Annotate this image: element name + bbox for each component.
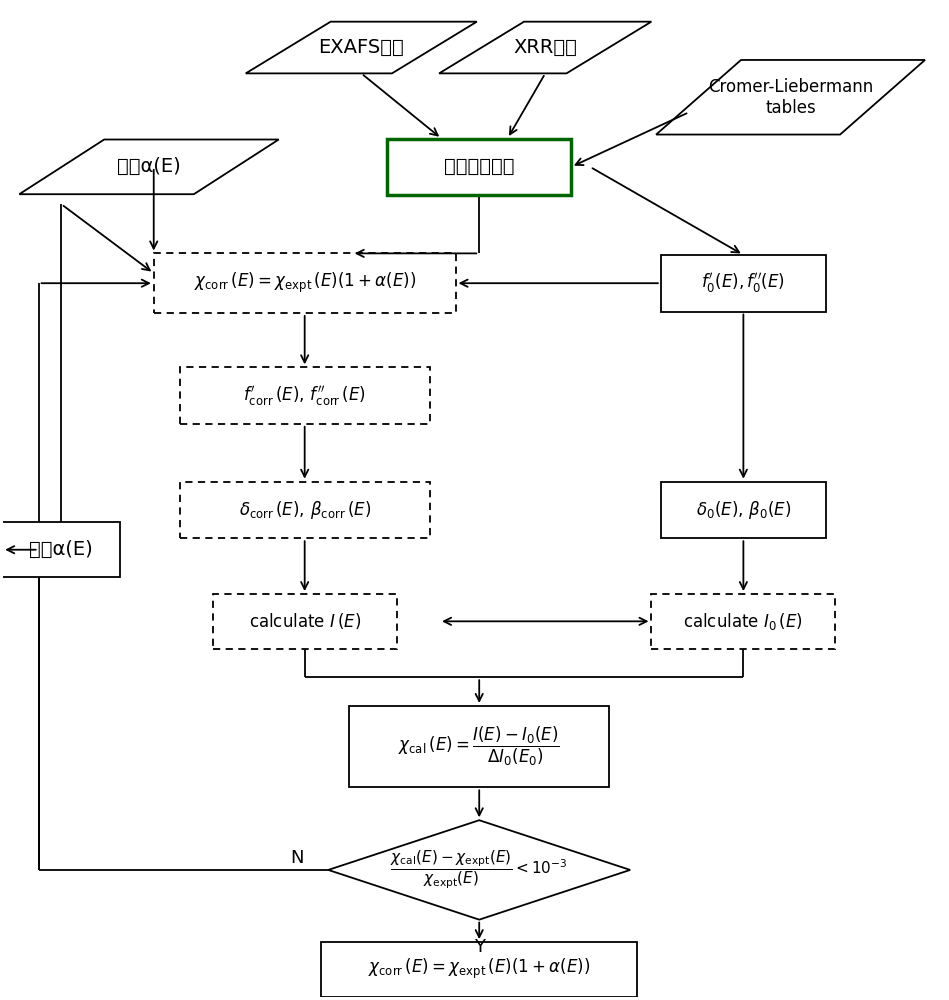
Text: $\chi_{\rm corr}\,(E)=\chi_{\rm expt}\,(E)(1+\alpha(E))$: $\chi_{\rm corr}\,(E)=\chi_{\rm expt}\,(… [368,957,590,981]
Text: Y: Y [474,938,485,956]
Text: calculate $I\,(E)$: calculate $I\,(E)$ [249,611,361,631]
Polygon shape [439,22,651,73]
FancyBboxPatch shape [661,482,826,538]
Text: XRR数据: XRR数据 [513,38,577,57]
FancyBboxPatch shape [179,367,430,424]
Text: $f_{\rm corr}^{\prime}\,(E),\,f_{\rm corr}^{\prime\prime}\,(E)$: $f_{\rm corr}^{\prime}\,(E),\,f_{\rm cor… [243,384,366,408]
Text: $\dfrac{\chi_{\rm cal}(E)-\chi_{\rm expt}(E)}{\chi_{\rm expt}(E)}<10^{-3}$: $\dfrac{\chi_{\rm cal}(E)-\chi_{\rm expt… [390,849,568,891]
Text: Cromer-Liebermann
tables: Cromer-Liebermann tables [708,78,873,117]
Text: EXAFS数据: EXAFS数据 [319,38,404,57]
Text: $\chi_{\rm cal}\,(E)=\dfrac{I(E)-I_0(E)}{\Delta I_0(E_0)}$: $\chi_{\rm cal}\,(E)=\dfrac{I(E)-I_0(E)}… [399,725,560,768]
Text: $\delta_0(E),\,\beta_0(E)$: $\delta_0(E),\,\beta_0(E)$ [696,499,791,521]
Text: $\delta_{\rm corr}\,(E),\,\beta_{\rm corr}\,(E)$: $\delta_{\rm corr}\,(E),\,\beta_{\rm cor… [238,499,371,521]
FancyBboxPatch shape [213,594,397,649]
Text: $f_0^{\prime}(E),f_0^{\prime\prime}(E)$: $f_0^{\prime}(E),f_0^{\prime\prime}(E)$ [701,271,786,295]
Text: N: N [290,849,304,867]
FancyBboxPatch shape [651,594,835,649]
FancyBboxPatch shape [387,139,571,195]
Polygon shape [328,820,630,920]
FancyBboxPatch shape [349,706,609,787]
Polygon shape [656,60,925,135]
Text: calculate $I_0\,(E)$: calculate $I_0\,(E)$ [683,611,804,632]
Polygon shape [246,22,476,73]
Text: 样品结构参数: 样品结构参数 [444,157,514,176]
Polygon shape [19,140,279,194]
FancyBboxPatch shape [2,522,121,577]
Text: 初始α(E): 初始α(E) [117,157,181,176]
FancyBboxPatch shape [154,253,456,313]
FancyBboxPatch shape [179,482,430,538]
FancyBboxPatch shape [321,942,637,997]
Text: 优化α(E): 优化α(E) [29,540,93,559]
FancyBboxPatch shape [661,255,826,312]
Text: $\chi_{\rm corr}\,(E)=\chi_{\rm expt}\,(E)(1+\alpha(E))$: $\chi_{\rm corr}\,(E)=\chi_{\rm expt}\,(… [194,271,416,295]
